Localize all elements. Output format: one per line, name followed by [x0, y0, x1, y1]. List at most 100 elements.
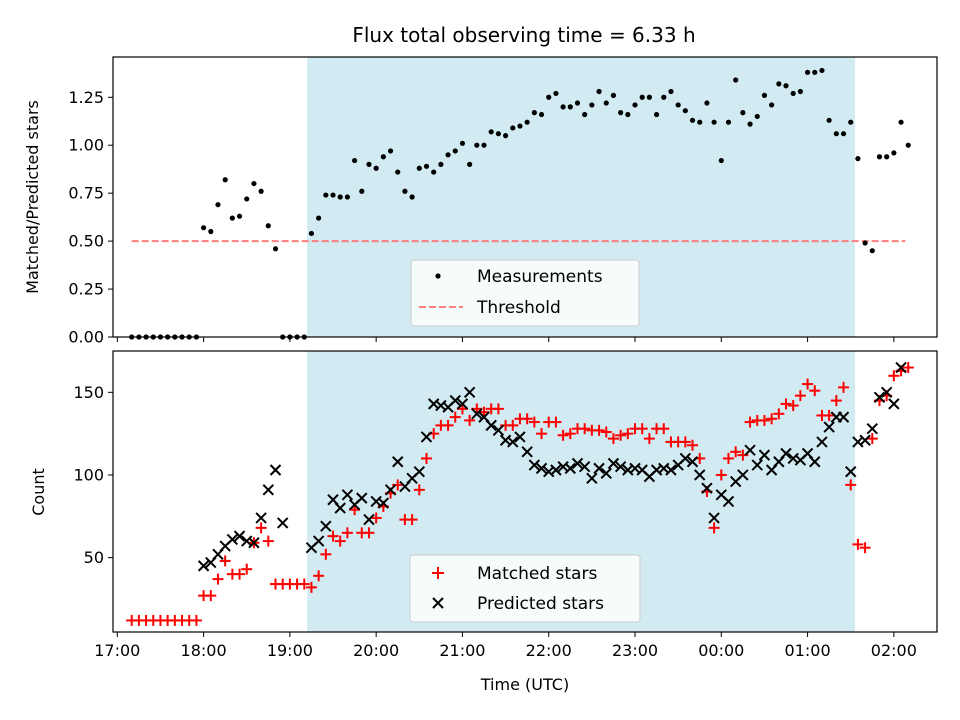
- measurement-point: [409, 194, 415, 200]
- measurement-point: [265, 223, 271, 229]
- matched-star-point: [420, 452, 432, 464]
- measurement-point: [761, 92, 768, 98]
- matched-star-point: [845, 479, 857, 491]
- matched-star-point: [536, 428, 548, 440]
- matched-star-point: [744, 416, 756, 428]
- matched-star-point: [212, 573, 224, 585]
- measurement-point: [208, 228, 214, 235]
- x-tick-label: 00:00: [698, 641, 744, 660]
- measurement-point: [826, 117, 832, 123]
- measurement-point: [848, 119, 854, 125]
- predicted-star-point: [679, 452, 692, 465]
- measurement-point: [862, 240, 868, 246]
- matched-star-point: [607, 433, 619, 445]
- x-tick-label: 22:00: [526, 641, 572, 660]
- measurement-point: [747, 121, 753, 127]
- matched-star-point: [234, 568, 246, 580]
- measurement-point: [395, 169, 401, 175]
- y-tick-label: 50: [84, 548, 104, 567]
- predicted-star-point: [377, 497, 390, 509]
- predicted-star-point: [341, 489, 354, 501]
- measurement-point: [675, 102, 681, 108]
- measurement-point: [229, 215, 235, 221]
- matched-star-point: [557, 429, 569, 441]
- predicted-star-point: [485, 419, 497, 432]
- matched-star-point: [730, 446, 742, 458]
- measurement-point: [510, 125, 516, 131]
- predicted-star-point: [722, 495, 735, 508]
- measurement-point: [790, 90, 796, 97]
- matched-star-point: [802, 378, 814, 390]
- matched-star-point: [528, 416, 540, 428]
- y-tick-label: 1.00: [68, 136, 104, 155]
- matched-star-point: [758, 414, 770, 426]
- measurement-point: [524, 119, 530, 125]
- measurement-point: [481, 142, 487, 148]
- measurement-point: [474, 142, 480, 148]
- matched-star-point: [313, 570, 325, 582]
- measurement-point: [308, 230, 315, 237]
- predicted-star-point: [514, 431, 526, 443]
- matched-star-point: [305, 581, 317, 593]
- bottom-y-axis-label: Count: [29, 468, 48, 516]
- predicted-star-point: [809, 456, 821, 468]
- predicted-star-point: [823, 421, 835, 433]
- measurement-point: [402, 188, 408, 194]
- measurement-point: [797, 88, 803, 95]
- predicted-star-point: [694, 469, 706, 481]
- measurement-point: [502, 133, 509, 139]
- measurement-point: [869, 248, 875, 254]
- matched-star-point: [809, 385, 821, 397]
- measurement-point: [445, 152, 451, 158]
- predicted-star-point: [269, 464, 282, 476]
- measurement-point: [711, 119, 717, 125]
- matched-star-point: [219, 555, 231, 567]
- predicted-star-point: [233, 530, 246, 542]
- matched-star-point: [579, 423, 591, 435]
- matched-star-point: [787, 400, 799, 412]
- matched-star-point: [852, 538, 864, 550]
- matched-star-point: [205, 590, 217, 602]
- legend-threshold-label: Threshold: [476, 298, 561, 318]
- measurement-point: [898, 119, 904, 125]
- legend-predicted-label: Predicted stars: [477, 594, 604, 614]
- predicted-star-point: [492, 424, 505, 437]
- measurement-point: [582, 111, 588, 118]
- matched-star-point: [766, 413, 778, 425]
- predicted-star-point: [392, 456, 404, 468]
- predicted-star-point: [456, 398, 469, 410]
- matched-star-point: [298, 578, 310, 590]
- predicted-star-point: [614, 460, 627, 473]
- bottom-panel: 50 100 150 17:00 18:00 19:00 20:00 21:00 22:00 2…: [29, 350, 938, 694]
- y-tick-label: 0.50: [68, 232, 104, 251]
- predicted-star-point: [312, 535, 325, 547]
- predicted-star-point: [758, 449, 771, 461]
- measurement-point: [833, 131, 839, 137]
- measurement-point: [876, 154, 883, 160]
- top-panel: 0.00 0.25 0.50 0.75 1.00 1.25 Matched/Predict…: [23, 56, 938, 347]
- measurement-point: [236, 213, 243, 219]
- measurement-point: [884, 154, 890, 160]
- predicted-star-point: [708, 512, 720, 524]
- matched-star-point: [370, 512, 382, 524]
- predicted-star-point: [507, 436, 519, 448]
- matched-star-point: [737, 449, 749, 461]
- matched-star-point: [866, 433, 878, 445]
- measurement-point: [323, 192, 329, 198]
- measurement-point: [661, 94, 667, 100]
- matched-star-point: [334, 535, 346, 547]
- measurement-point: [639, 94, 645, 100]
- predicted-star-point: [780, 447, 792, 460]
- matched-star-point: [449, 411, 461, 423]
- predicted-star-point: [463, 386, 476, 399]
- measurement-point: [610, 92, 617, 98]
- matched-star-point: [679, 436, 691, 448]
- measurement-point: [251, 180, 257, 187]
- predicted-star-point: [384, 484, 397, 496]
- measurement-point: [718, 157, 724, 164]
- predicted-star-point: [744, 444, 756, 456]
- measurement-point: [438, 161, 444, 167]
- y-tick-label: 0.25: [68, 280, 104, 299]
- measurement-point: [725, 119, 732, 125]
